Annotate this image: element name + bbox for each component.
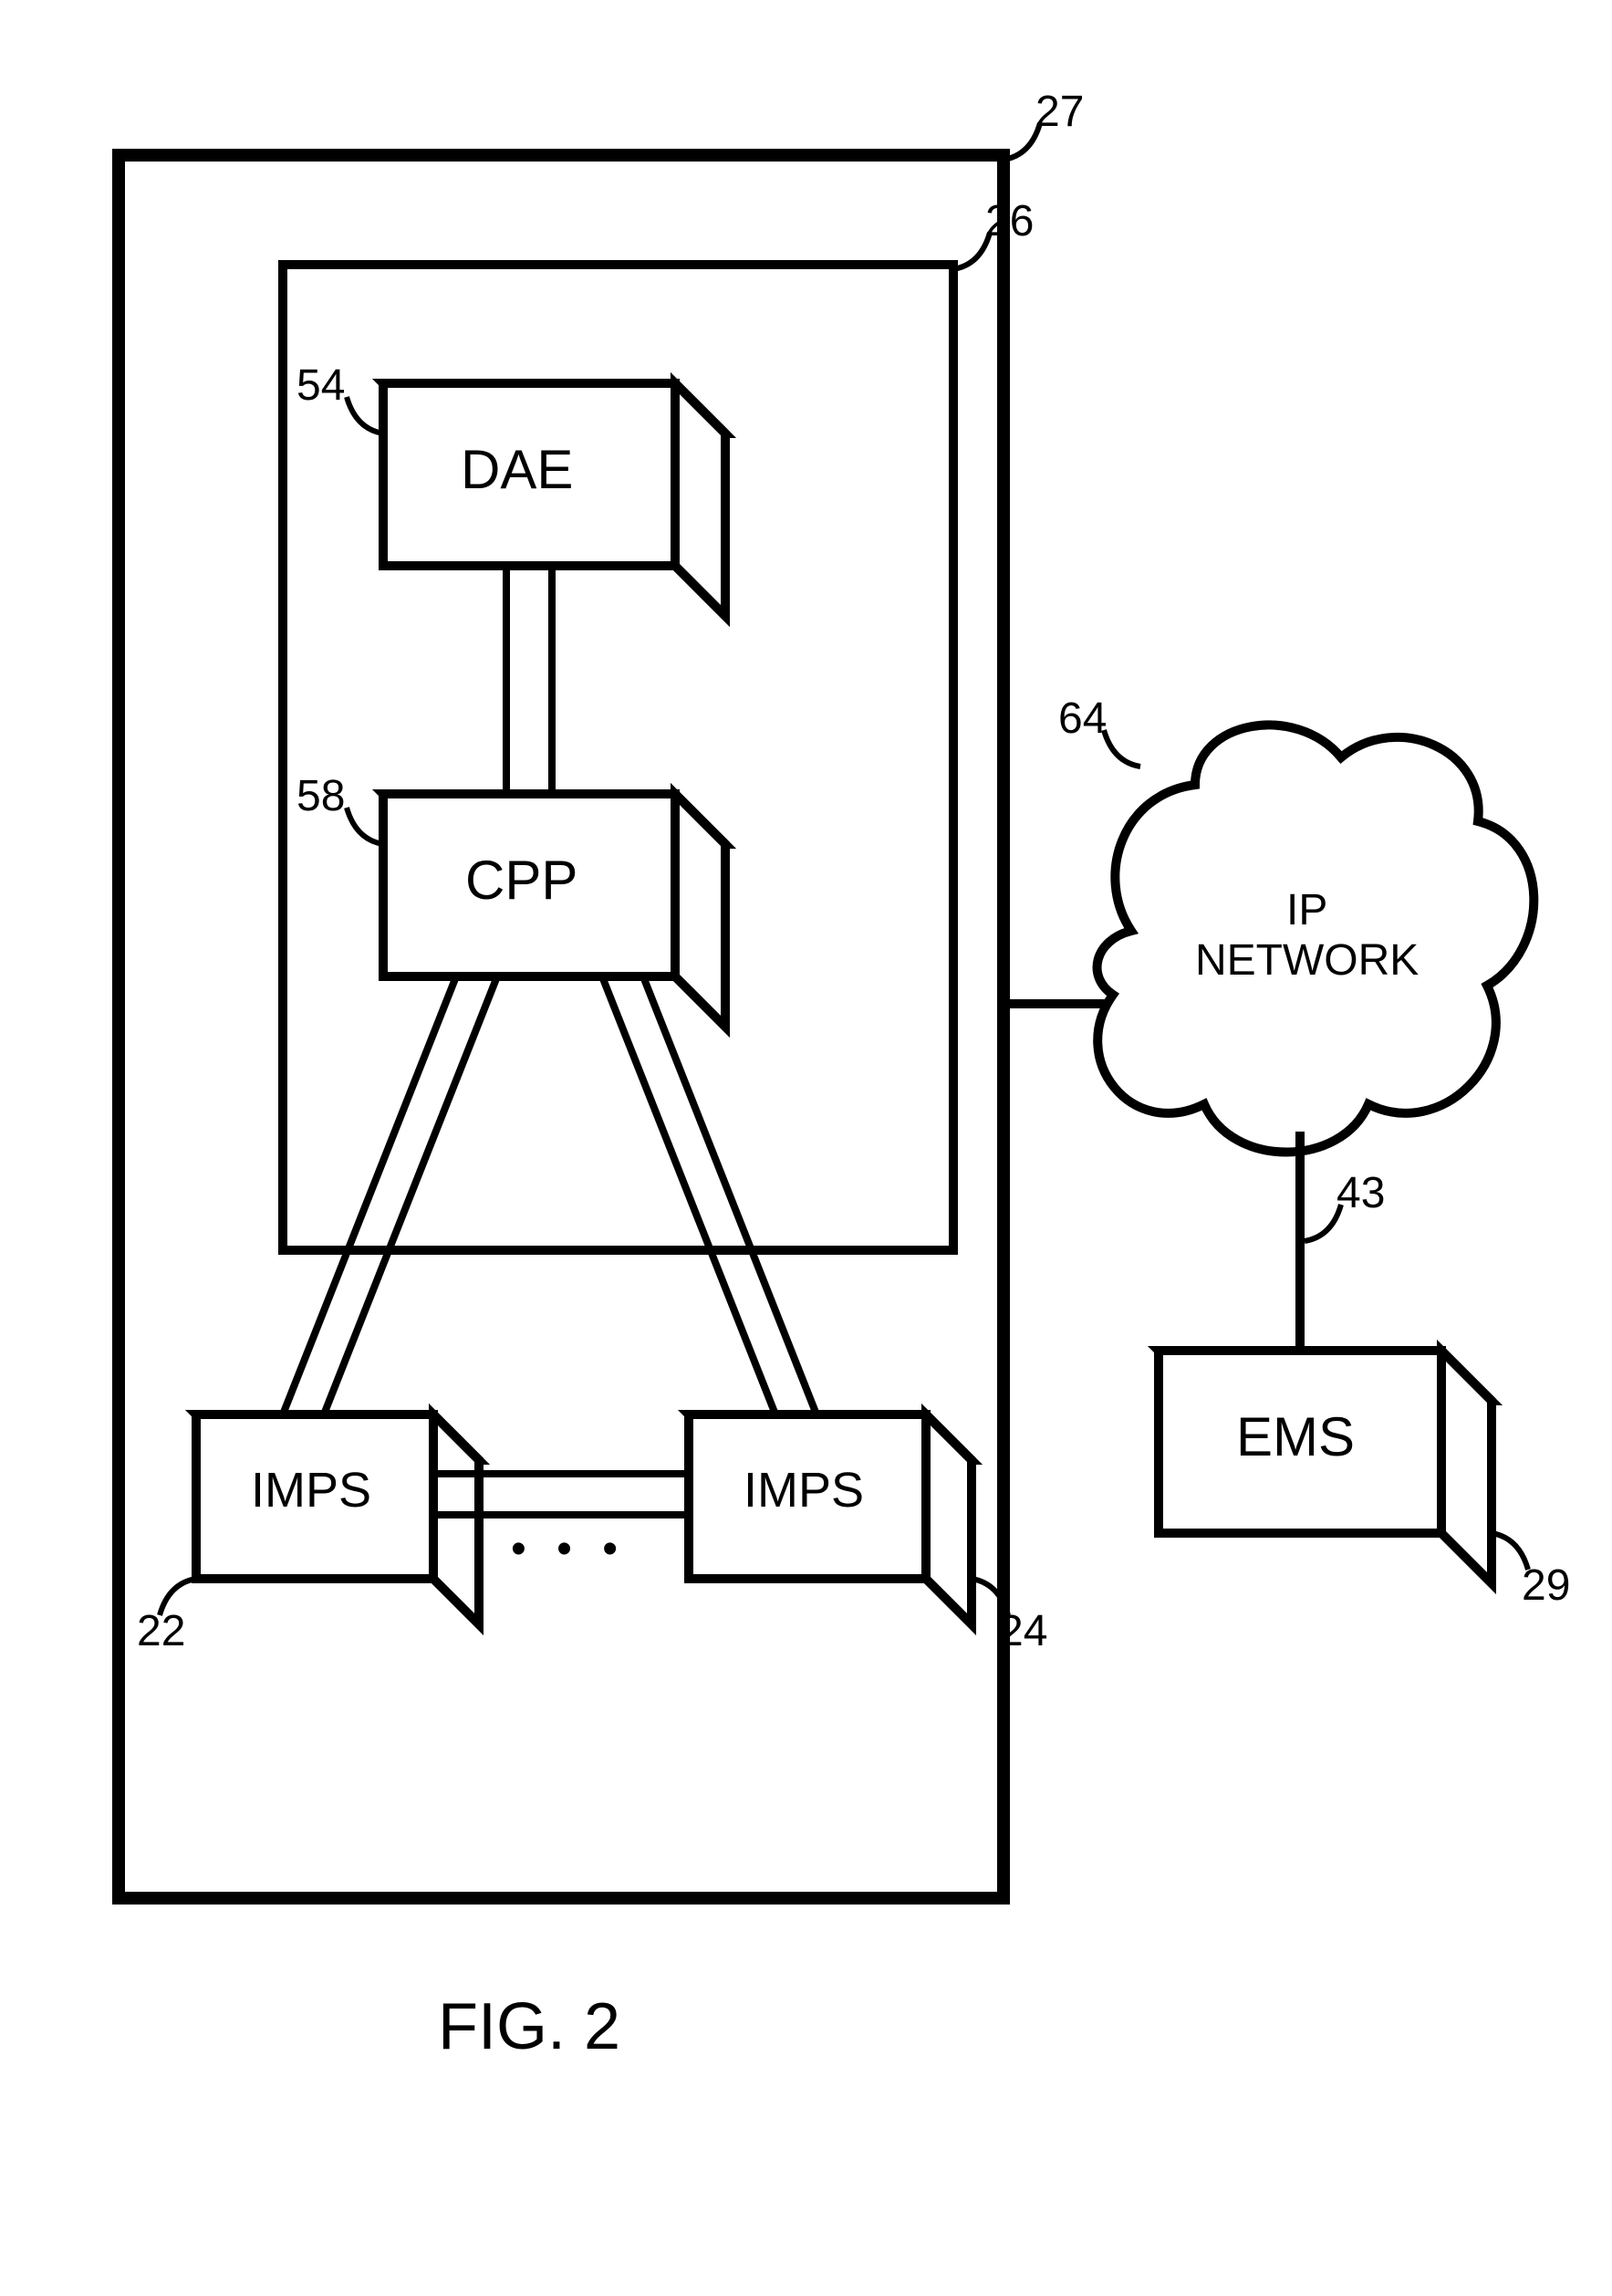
- ref-26: 26: [985, 196, 1034, 246]
- ref-hook-64: [1104, 730, 1140, 767]
- cpp-label: CPP: [465, 849, 577, 912]
- imps-ellipsis: • • •: [511, 1524, 627, 1574]
- ref-22: 22: [137, 1606, 185, 1656]
- ref-43: 43: [1336, 1168, 1385, 1218]
- ems-label: EMS: [1236, 1405, 1355, 1468]
- connector-dae-cpp: [506, 566, 552, 794]
- ref-64: 64: [1058, 694, 1107, 744]
- ref-54: 54: [296, 360, 345, 411]
- diagram-svg: [0, 0, 1612, 2296]
- dae-label: DAE: [461, 438, 573, 501]
- imps-right-block: [689, 1414, 972, 1624]
- imps-left-block: [196, 1414, 479, 1624]
- figure-canvas: DAE CPP IMPS IMPS EMS IP NETWORK 27 26 5…: [0, 0, 1612, 2296]
- ref-hook-43: [1305, 1205, 1341, 1241]
- cloud-label: IP NETWORK: [1195, 885, 1419, 986]
- ref-hook-58: [347, 808, 383, 844]
- figure-caption: FIG. 2: [438, 1989, 620, 2064]
- ref-24: 24: [999, 1606, 1047, 1656]
- ref-hook-26: [953, 233, 990, 269]
- connector-cpp-imps-right: [602, 976, 816, 1414]
- ref-58: 58: [296, 771, 345, 821]
- ref-29: 29: [1522, 1560, 1570, 1611]
- imps-left-label: IMPS: [251, 1462, 371, 1518]
- ref-27: 27: [1035, 87, 1084, 137]
- imps-right-label: IMPS: [744, 1462, 864, 1518]
- connector-cpp-imps-left: [283, 976, 497, 1414]
- ref-hook-54: [347, 397, 383, 433]
